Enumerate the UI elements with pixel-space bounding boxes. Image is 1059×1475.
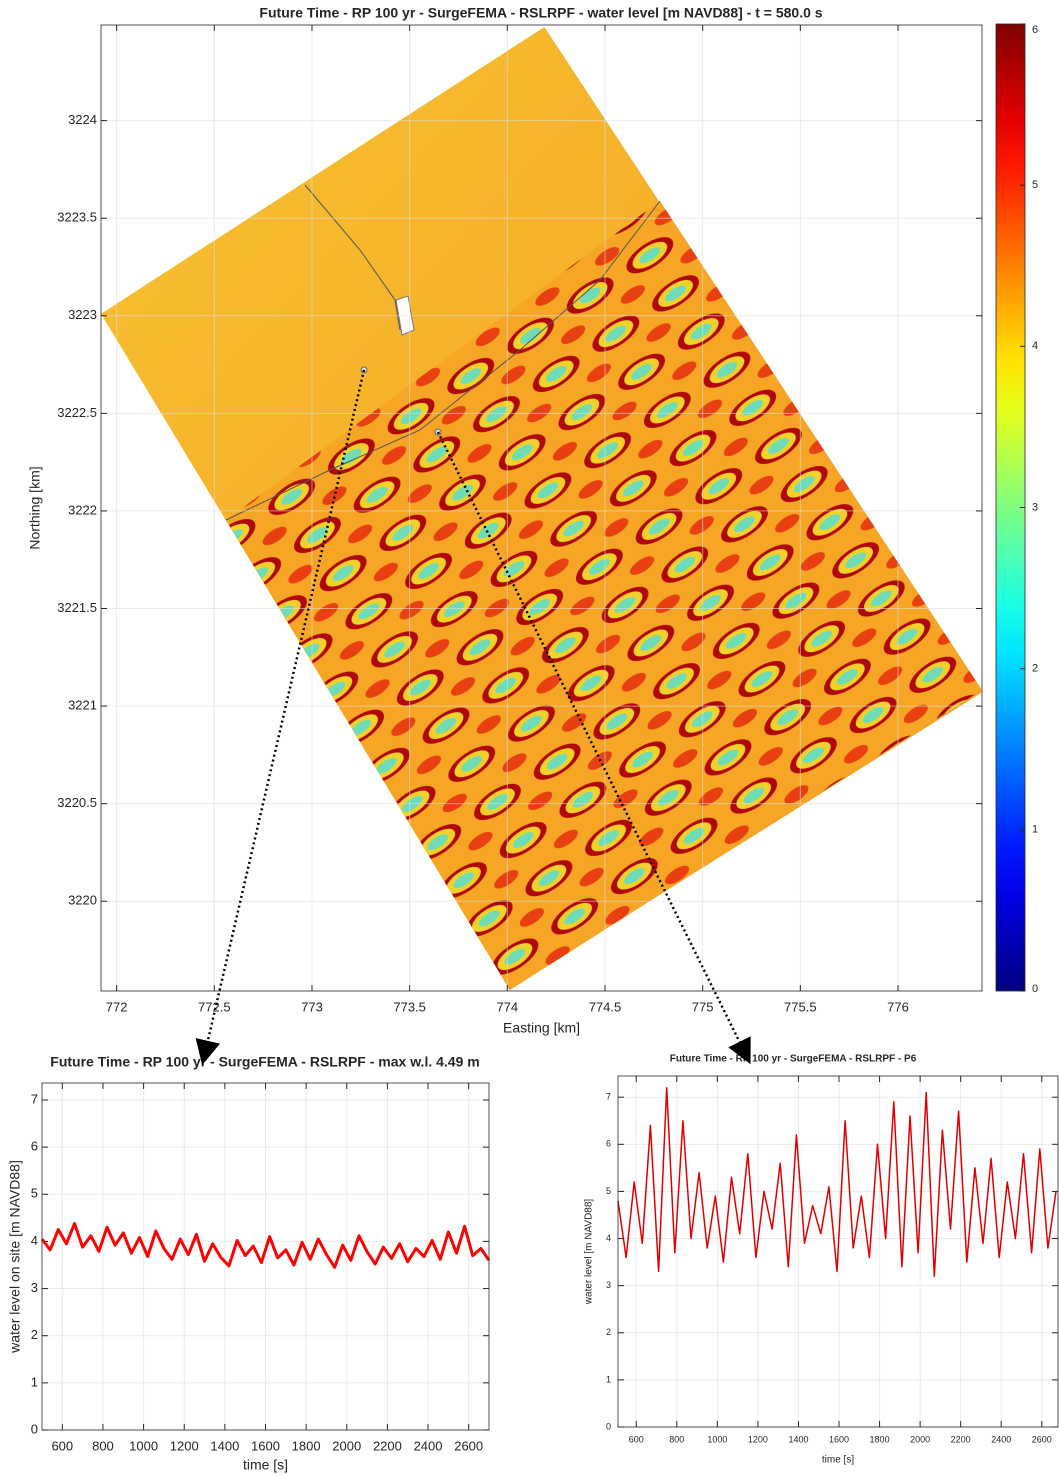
link-arrow — [436, 431, 751, 1065]
x-tick-label: 774.5 — [589, 999, 622, 1014]
y-tick-label: 6 — [606, 1139, 611, 1149]
y-tick-label: 0 — [31, 1421, 38, 1436]
y-tick-label: 7 — [606, 1092, 611, 1102]
series-line — [40, 1222, 491, 1269]
link-arrow — [195, 369, 366, 1066]
x-tick-label: 1200 — [748, 1434, 768, 1444]
y-tick-label: 3221.5 — [57, 600, 97, 615]
axes-frame — [100, 24, 983, 992]
x-tick-label: 2400 — [414, 1438, 443, 1453]
x-tick-label: 2600 — [1032, 1434, 1052, 1444]
x-tick-label: 774 — [496, 999, 518, 1014]
y-tick-label: 1 — [606, 1374, 611, 1384]
colorbar-tick-label: 0 — [1032, 983, 1038, 995]
y-tick-label: 6 — [31, 1139, 38, 1154]
y-tick-label: 5 — [606, 1186, 611, 1196]
y-tick-label: 3220 — [68, 893, 97, 908]
x-tick-label: 2200 — [373, 1438, 402, 1453]
shoreline-contour — [225, 200, 661, 521]
y-tick-label: 1 — [31, 1374, 38, 1389]
x-tick-label: 1000 — [707, 1434, 727, 1444]
colorbar-tick-label: 4 — [1032, 340, 1038, 352]
x-tick-label: 772 — [106, 999, 128, 1014]
x-axis-label: Easting [km] — [503, 1020, 580, 1036]
y-tick-label: 3224 — [68, 112, 97, 127]
x-tick-label: 1000 — [129, 1438, 158, 1453]
y-tick-label: 3223 — [68, 307, 97, 322]
y-axis-label: Northing [km] — [27, 466, 43, 549]
x-axis-label: time [s] — [822, 1455, 854, 1466]
y-tick-label: 3222 — [68, 502, 97, 517]
x-tick-label: 1600 — [251, 1438, 280, 1453]
x-axis-label: time [s] — [243, 1457, 288, 1473]
y-tick-label: 3 — [606, 1280, 611, 1290]
x-tick-label: 800 — [92, 1438, 114, 1453]
y-axis-label: water level on site [m NAVD88] — [7, 1160, 23, 1354]
x-tick-label: 1800 — [870, 1434, 890, 1444]
chart-title: Future Time - RP 100 yr - SurgeFEMA - RS… — [259, 5, 822, 21]
x-tick-label: 1400 — [788, 1434, 808, 1444]
x-tick-label: 1200 — [170, 1438, 199, 1453]
y-tick-label: 3 — [31, 1280, 38, 1295]
series-line — [617, 1087, 1057, 1277]
chart-title: Future Time - RP 100 yr - SurgeFEMA - RS… — [670, 1054, 917, 1065]
x-tick-label: 772.5 — [198, 999, 231, 1014]
x-tick-label: 775.5 — [784, 999, 817, 1014]
x-tick-label: 1600 — [829, 1434, 849, 1444]
y-tick-label: 3221 — [68, 698, 97, 713]
y-tick-label: 4 — [606, 1233, 611, 1243]
x-tick-label: 800 — [669, 1434, 684, 1444]
x-tick-label: 2200 — [951, 1434, 971, 1444]
x-tick-label: 1400 — [210, 1438, 239, 1453]
y-tick-label: 3223.5 — [57, 210, 97, 225]
channel-contour — [304, 184, 401, 331]
plot-layer: 772 772.5 773 773.5 774 774.5 775 775.5 77632203… — [7, 5, 1059, 1473]
colorbar-tick-label: 3 — [1032, 501, 1038, 513]
y-tick-label: 2 — [31, 1327, 38, 1342]
x-tick-label: 775 — [692, 999, 714, 1014]
x-tick-label: 2400 — [991, 1434, 1011, 1444]
x-tick-label: 2000 — [332, 1438, 361, 1453]
y-tick-label: 4 — [31, 1233, 38, 1248]
y-tick-label: 7 — [31, 1091, 38, 1106]
colorbar-tick-label: 5 — [1032, 179, 1038, 191]
x-tick-label: 773 — [301, 999, 323, 1014]
x-tick-label: 776 — [887, 999, 909, 1014]
colorbar-tick-label: 1 — [1032, 824, 1038, 836]
x-tick-label: 600 — [629, 1434, 644, 1444]
axes-frame — [41, 1082, 490, 1431]
y-tick-label: 0 — [606, 1421, 611, 1431]
y-axis-label: water level [m NAVD88] — [584, 1199, 595, 1306]
colorbar-tick-label: 2 — [1032, 663, 1038, 675]
colorbar-tick-label: 6 — [1032, 24, 1038, 36]
chart-title: Future Time - RP 100 yr - SurgeFEMA - RS… — [50, 1054, 479, 1070]
y-tick-label: 3222.5 — [57, 405, 97, 420]
x-tick-label: 2000 — [910, 1434, 930, 1444]
x-tick-label: 1800 — [292, 1438, 321, 1453]
axes-frame — [617, 1075, 1059, 1428]
x-tick-label: 2600 — [454, 1438, 483, 1453]
x-tick-label: 773.5 — [393, 999, 426, 1014]
y-tick-label: 2 — [606, 1327, 611, 1337]
y-tick-label: 5 — [31, 1186, 38, 1201]
y-tick-label: 3220.5 — [57, 795, 97, 810]
x-tick-label: 600 — [51, 1438, 73, 1453]
